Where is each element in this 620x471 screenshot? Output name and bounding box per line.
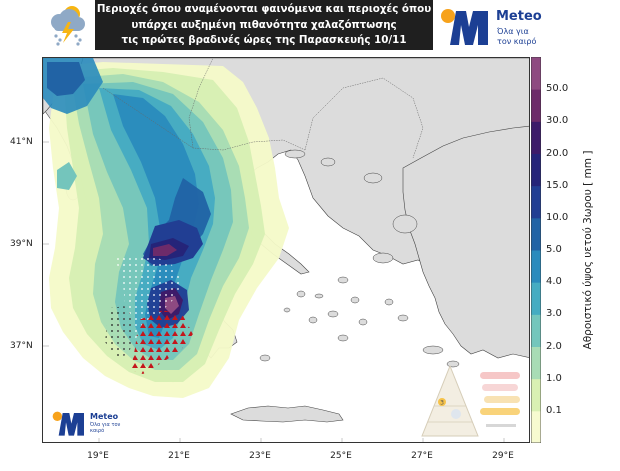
anatolia-land [402,125,529,359]
brand-tagline: Όλα για τον καιρό [90,422,121,434]
map-graticule [43,141,505,442]
colorbar-tick-label: 10.0 [546,211,569,223]
colorbar-tick-label: 3.0 [546,308,562,320]
colorbar-band [531,250,541,283]
longitude-label: 21°E [168,451,190,461]
colorbar-tick-label: 20.0 [546,147,569,159]
colorbar-tick-label: 2.0 [546,340,562,352]
title-line: υπάρχει αυξημένη πιθανότητα χαλαζόπτωσης [131,18,397,31]
colorbar-tick-label: 30.0 [546,115,569,127]
header: Περιοχές όπου αναμένονται φαινόμενα και … [0,0,620,54]
colorbar-band [531,410,541,443]
colorbar-band [531,282,541,315]
longitude-label: 27°E [411,451,433,461]
colorbar-band [531,217,541,251]
brand-name: Meteo [90,412,119,421]
colorbar-band [531,153,541,187]
country-borders [102,58,424,159]
colorbar-band [531,121,541,154]
meteo-logo: Meteo Όλα για τον καιρό [440,3,542,49]
longitude-label: 23°E [249,451,271,461]
colorbar-tick-label: 4.0 [546,276,562,288]
meteo-logo-bottom: Meteo Όλα για τον καιρό [52,407,122,439]
colorbar-tick-label: 15.0 [546,179,569,191]
hail-cloud-icon [51,6,85,46]
colorbar-band [531,185,541,219]
brand-name: Meteo [496,9,542,24]
latitude-label: 39°N [10,239,33,249]
meteo-m-logo-icon [52,411,84,436]
colorbar-tick-label: 0.1 [546,404,562,416]
longitude-label: 19°E [87,451,109,461]
brand-tagline: Όλα για τον καιρό [497,27,537,46]
title-line: Περιοχές όπου αναμένονται φαινόμενα και … [96,3,432,15]
crete-land [230,405,344,423]
colorbar-band [531,89,541,122]
colorbar-band [531,378,541,412]
map-title: Περιοχές όπου αναμένονται φαινόμενα και … [95,0,433,50]
infographic-number: 3 [440,400,444,407]
hail-infographic-watermark: 3 [421,364,520,437]
title-line: τις πρώτες βραδινές ώρες της Παρασκευής … [121,34,407,46]
colorbar-band [531,314,541,347]
colorbar-band [531,346,541,380]
longitude-label: 25°E [330,451,352,461]
latitude-label: 37°N [10,341,33,351]
hail-dot-region-2 [105,306,135,358]
longitude-label: 29°E [492,451,514,461]
colorbar-band [531,57,541,90]
colorbar-tick-label: 5.0 [546,244,562,255]
colorbar-tick-label: 50.0 [546,83,569,95]
hail-triangle-region [131,310,193,374]
colorbar-tick-label: 1.0 [546,372,562,384]
latitude-label: 41°N [10,137,33,147]
colorbar [531,57,541,443]
meteo-m-logo-icon [441,9,488,45]
